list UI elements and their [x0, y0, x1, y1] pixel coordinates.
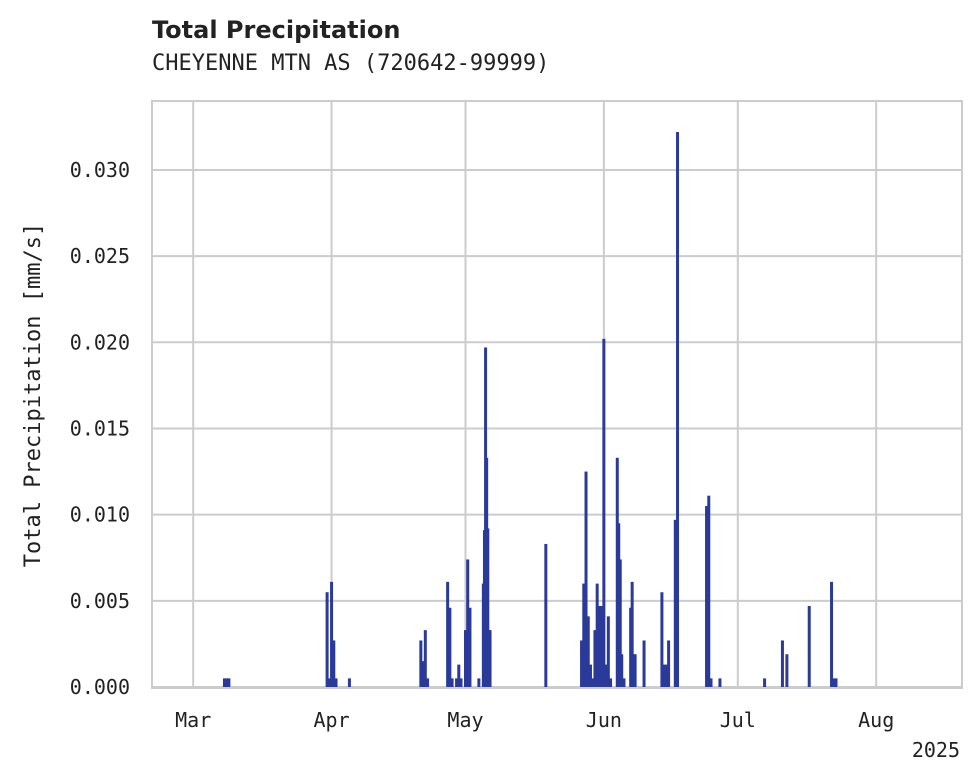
precipitation-bar [544, 543, 548, 687]
precipitation-bar [660, 592, 664, 687]
precipitation-bar [468, 607, 472, 687]
precipitation-bar [618, 559, 622, 687]
precipitation-bar [463, 630, 467, 687]
plot-frame [151, 100, 963, 689]
precipitation-bar [588, 664, 592, 687]
precipitation-bar [446, 581, 450, 687]
precipitation-bar [832, 678, 836, 687]
precipitation-bar [477, 678, 481, 687]
precipitation-bar [347, 678, 351, 687]
precipitation-bar [709, 678, 713, 687]
precipitation-bar [676, 132, 680, 687]
precipitation-bar [763, 678, 767, 687]
precipitation-bar [780, 640, 784, 687]
bars [222, 132, 838, 687]
precipitation-bar [834, 678, 838, 687]
precipitation-bar [602, 338, 606, 687]
x-tick-label: Mar [175, 708, 211, 732]
precipitation-bar [457, 664, 461, 687]
precipitation-bar [327, 678, 331, 687]
precipitation-bar [325, 592, 329, 687]
precipitation-bar [582, 583, 586, 687]
precipitation-bar [227, 678, 231, 687]
y-tick-label: 0.005 [70, 589, 130, 613]
y-tick-label: 0.010 [70, 503, 130, 527]
x-tick-label: Jul [720, 708, 756, 732]
y-tick-label: 0.015 [70, 416, 130, 440]
precipitation-bar [609, 678, 613, 687]
precipitation-bar [488, 630, 492, 687]
precipitation-bar [667, 640, 671, 687]
chart-subtitle: CHEYENNE MTN AS (720642-99999) [152, 51, 550, 76]
precipitation-bar [584, 471, 588, 687]
x-axis: Mar Apr May Jun Jul Aug [175, 708, 894, 732]
precipitation-bar [830, 581, 834, 687]
precipitation-bar [455, 678, 459, 687]
precipitation-bar [334, 678, 338, 687]
precipitation-bar [673, 519, 677, 687]
precipitation-bar [423, 630, 427, 687]
precipitation-bar [705, 506, 709, 687]
precipitation-bar [595, 583, 599, 687]
chart-title: Total Precipitation [152, 16, 401, 44]
precipitation-bar [718, 678, 722, 687]
precipitation-bar [580, 640, 584, 687]
precipitation-bar [785, 654, 789, 687]
precipitation-bar [633, 654, 637, 687]
precipitation-bar [662, 664, 666, 687]
precipitation-bar [597, 605, 601, 687]
precipitation-bar [664, 664, 668, 687]
precipitation-bar [332, 640, 336, 687]
precipitation-bar [225, 678, 229, 687]
y-tick-label: 0.030 [70, 158, 130, 182]
precipitation-bar [330, 581, 334, 687]
precipitation-bar [622, 678, 626, 687]
y-axis-label: Total Precipitation [mm/s] [21, 223, 46, 567]
y-tick-label: 0.025 [70, 244, 130, 268]
precipitation-bar [222, 678, 226, 687]
precipitation-bar [450, 678, 454, 687]
x-tick-label: Jun [586, 708, 622, 732]
precipitation-bar [466, 559, 470, 687]
precipitation-bar [421, 661, 425, 687]
y-tick-label: 0.000 [70, 675, 130, 699]
x-tick-label: Apr [314, 708, 350, 732]
precipitation-bar [620, 654, 624, 687]
y-tick-label: 0.020 [70, 330, 130, 354]
x-axis-year-label: 2025 [912, 738, 960, 762]
precipitation-bar [448, 607, 452, 687]
precipitation-bar [459, 678, 463, 687]
precipitation-bar [593, 630, 597, 687]
precipitation-bar [707, 495, 711, 687]
precipitation-bar [600, 605, 604, 687]
precipitation-bar [807, 605, 811, 687]
x-tick-label: Aug [858, 708, 894, 732]
x-tick-label: May [447, 708, 483, 732]
precipitation-bar [586, 616, 590, 687]
precipitation-bar [642, 640, 646, 687]
precipitation-bar [606, 616, 610, 687]
precipitation-bar [426, 678, 430, 687]
precipitation-bar [604, 664, 608, 687]
grid-lines [153, 101, 961, 688]
precipitation-bar [591, 678, 595, 687]
precipitation-bar [630, 581, 634, 687]
y-axis: 0.000 0.005 0.010 0.015 0.020 0.025 0.030 [70, 158, 130, 699]
precipitation-bar [486, 528, 490, 687]
precipitation-bar [419, 640, 423, 687]
